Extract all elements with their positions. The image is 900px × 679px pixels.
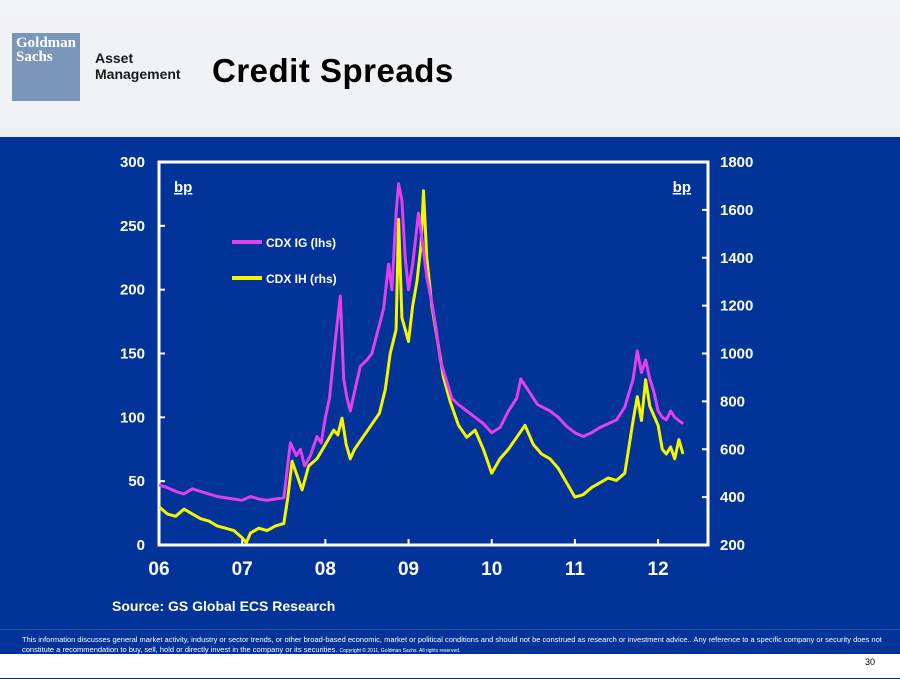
right-axis-tick-label: 800 (720, 393, 745, 410)
right-axis-tick-label: 1000 (720, 346, 753, 363)
division-line-2: Management (95, 66, 181, 82)
x-axis-tick-label: 11 (565, 559, 586, 580)
page-number: 30 (855, 657, 885, 667)
left-axis-tick-label: 150 (120, 346, 145, 363)
plot-frame (157, 160, 710, 547)
slide-title: Credit Spreads (212, 52, 454, 89)
source-note: Source: GS Global ECS Research (112, 598, 336, 614)
right-axis-tick-label: 1200 (720, 298, 753, 315)
right-axis-tick-label: 1800 (720, 154, 753, 171)
left-axis-tick-label: 50 (128, 473, 145, 490)
left-axis-unit: bp (174, 179, 192, 196)
left-axis-tick-label: 0 (137, 537, 145, 554)
x-axis-tick-label: 09 (398, 559, 419, 580)
right-axis-tick-label: 200 (720, 537, 745, 554)
right-axis-tick-label: 1400 (720, 250, 753, 267)
slide-header: Goldman Sachs Asset Management Credit Sp… (0, 0, 900, 137)
logo-line-2: Sachs (16, 49, 53, 65)
legend-label-cdx-ig: CDX IG (lhs) (266, 236, 336, 250)
right-axis-tick-label: 600 (720, 441, 745, 458)
x-axis-tick-label: 07 (232, 559, 253, 580)
chart-panel (0, 137, 900, 629)
right-axis-unit: bp (673, 179, 691, 196)
series-line-cdx-ih (158, 189, 685, 545)
copyright-text: Copyright © 2011, Goldman Sachs. All rig… (339, 648, 461, 654)
x-axis-tick-label: 06 (148, 559, 169, 580)
division-label: Asset Management (95, 50, 181, 82)
series-line-cdx-ig (158, 182, 684, 502)
x-axis-tick-label: 10 (481, 559, 502, 580)
goldman-sachs-logo: Goldman Sachs (12, 33, 80, 101)
x-axis-tick-label: 08 (315, 559, 336, 580)
left-axis-tick-label: 250 (120, 218, 145, 235)
left-axis-tick-label: 300 (120, 154, 145, 171)
x-axis-tick-label: 12 (648, 559, 669, 580)
page-bar (0, 654, 900, 678)
disclaimer-text: This information discusses general marke… (22, 635, 892, 656)
left-axis-tick-label: 200 (120, 282, 145, 299)
right-axis-tick-label: 1600 (720, 202, 753, 219)
division-line-1: Asset (95, 50, 134, 66)
left-axis-tick-label: 100 (120, 409, 145, 426)
disclaimer-body: This information discusses general marke… (22, 635, 882, 654)
right-axis-tick-label: 400 (720, 489, 745, 506)
legend-label-cdx-ih: CDX IH (rhs) (266, 272, 337, 286)
logo-line-1: Goldman (16, 35, 77, 51)
